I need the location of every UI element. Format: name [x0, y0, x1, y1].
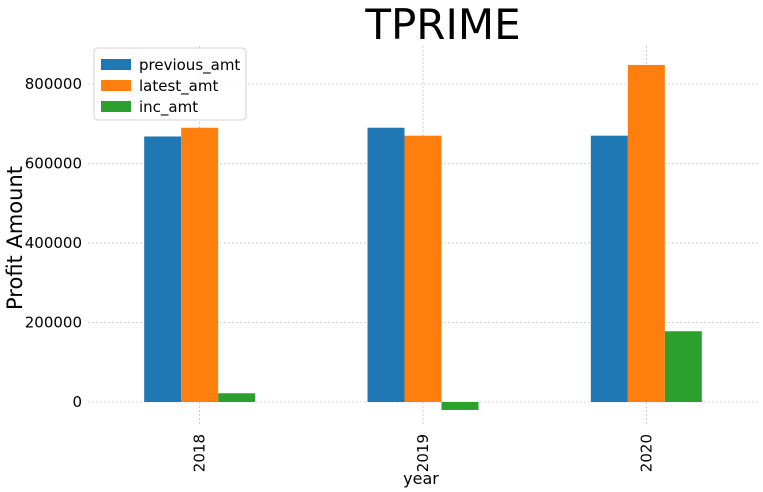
legend-swatch-previous_amt	[101, 59, 131, 70]
bar-latest_amt-2018	[181, 127, 219, 402]
chart-title: TPRIME	[364, 0, 520, 49]
y-axis-ticks: 0 200000 400000 600000 800000	[25, 75, 82, 411]
legend-label-inc_amt: inc_amt	[139, 98, 198, 117]
x-tick-label: 2020	[637, 434, 655, 472]
legend-frame	[93, 47, 247, 121]
bar-inc_amt-2019	[441, 402, 479, 410]
bar-inc_amt-2020	[664, 331, 702, 402]
x-axis-ticks: 2018 2019 2020	[191, 434, 656, 472]
y-tick-label: 800000	[25, 75, 82, 93]
y-tick-label: 0	[72, 393, 82, 411]
bar-inc_amt-2018	[218, 393, 256, 402]
y-tick-label: 400000	[25, 234, 82, 252]
bar-latest_amt-2019	[404, 135, 442, 403]
bar-latest_amt-2020	[627, 64, 665, 403]
y-tick-label: 600000	[25, 155, 82, 173]
x-axis-label: year	[403, 469, 439, 488]
bars	[144, 64, 702, 410]
bar-previous_amt-2020	[590, 135, 628, 403]
x-tick-label: 2018	[191, 434, 209, 472]
legend-swatch-inc_amt	[101, 101, 131, 112]
x-tick-label: 2019	[414, 434, 432, 472]
y-tick-label: 200000	[25, 314, 82, 332]
legend-label-previous_amt: previous_amt	[139, 56, 240, 75]
legend-label-latest_amt: latest_amt	[139, 77, 218, 96]
legend: previous_amt latest_amt inc_amt	[93, 47, 247, 121]
y-axis-label: Profit Amount	[3, 166, 27, 310]
bar-previous_amt-2018	[144, 136, 182, 402]
legend-swatch-latest_amt	[101, 80, 131, 91]
bar-previous_amt-2019	[367, 127, 405, 402]
